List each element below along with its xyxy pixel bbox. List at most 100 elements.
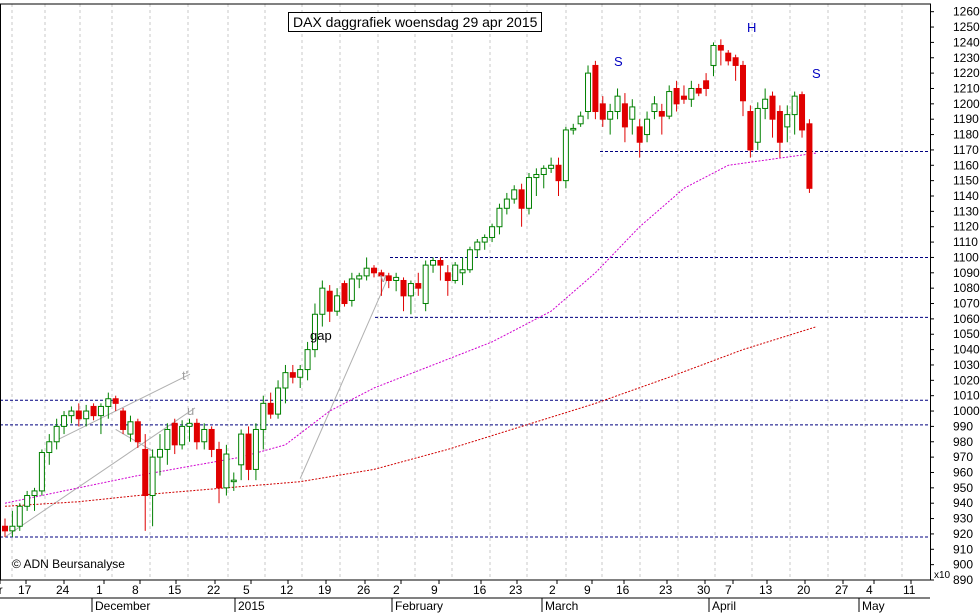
y-tick-label-13: 1020 — [953, 373, 980, 387]
candle-58 — [430, 257, 437, 273]
candle-76 — [562, 126, 569, 189]
candle-body-6 — [46, 441, 53, 454]
candle-body-34 — [252, 428, 259, 470]
candle-25 — [186, 418, 193, 442]
candle-body-42 — [311, 313, 318, 351]
candle-body-9 — [68, 410, 75, 417]
candle-37 — [275, 380, 282, 419]
y-tick-label-33: 1220 — [953, 66, 980, 80]
candle-3 — [24, 490, 31, 511]
annotation-3: v — [380, 270, 387, 285]
candle-body-11 — [83, 410, 90, 420]
candle-55 — [407, 280, 414, 315]
candle-18 — [134, 418, 141, 448]
x-day-label-8: 12 — [280, 583, 294, 597]
candle-body-56 — [415, 283, 422, 289]
y-tick-label-15: 1040 — [953, 343, 980, 357]
y-tick-label-36: 1250 — [953, 20, 980, 34]
candle-83 — [614, 88, 621, 120]
candle-body-74 — [548, 164, 555, 169]
candle-body-35 — [260, 402, 267, 430]
y-tick-label-17: 1060 — [953, 312, 980, 326]
y-tick-label-14: 1030 — [953, 358, 980, 372]
candle-body-109 — [806, 123, 813, 189]
candle-16 — [120, 407, 127, 435]
candle-94 — [695, 83, 702, 97]
candle-33 — [245, 426, 252, 481]
x-day-label-20: 7 — [725, 583, 732, 597]
candle-body-29 — [216, 448, 223, 489]
candle-body-77 — [570, 127, 577, 131]
candle-body-26 — [193, 422, 200, 443]
candle-body-49 — [363, 267, 370, 277]
candle-body-61 — [452, 264, 459, 281]
candle-103 — [762, 88, 769, 120]
y-tick-label-30: 1190 — [953, 112, 979, 126]
x-day-label-1: 17 — [18, 583, 32, 597]
candle-51 — [378, 269, 385, 296]
candle-body-105 — [776, 111, 783, 143]
candle-107 — [791, 91, 798, 135]
candle-body-44 — [326, 290, 333, 312]
candle-85 — [629, 99, 636, 135]
x-day-label-15: 2 — [549, 583, 556, 597]
candle-35 — [260, 395, 267, 450]
candle-26 — [193, 418, 200, 450]
candle-73 — [540, 165, 547, 189]
y-tick-label-23: 1120 — [953, 220, 979, 234]
candle-71 — [525, 172, 532, 215]
candle-93 — [688, 80, 695, 107]
candle-body-76 — [562, 129, 569, 182]
candle-87 — [644, 111, 651, 143]
candle-body-59 — [437, 260, 444, 266]
candle-body-3 — [24, 495, 31, 507]
candle-12 — [90, 403, 97, 421]
candle-70 — [518, 183, 525, 227]
candle-34 — [252, 423, 259, 481]
x-day-label-11: 2 — [393, 583, 400, 597]
candle-29 — [216, 441, 223, 504]
y-tick-label-9: 980 — [953, 435, 973, 449]
candle-body-53 — [393, 276, 400, 281]
y-tick-label-4: 930 — [953, 512, 973, 526]
y-tick-label-28: 1170 — [953, 143, 979, 157]
candle-78 — [577, 111, 584, 127]
x-day-label-10: 26 — [357, 583, 371, 597]
candle-40 — [297, 364, 304, 388]
candle-67 — [496, 203, 503, 235]
candle-30 — [223, 444, 230, 496]
candle-9 — [68, 406, 75, 424]
candle-52 — [385, 272, 392, 289]
y-tick-label-1: 900 — [953, 558, 973, 572]
y-tick-label-35: 1240 — [953, 35, 980, 49]
y-tick-label-5: 940 — [953, 496, 973, 510]
x-day-label-12: 9 — [431, 583, 438, 597]
candle-106 — [784, 105, 791, 143]
y-tick-label-27: 1160 — [953, 158, 979, 172]
candle-body-39 — [289, 372, 296, 378]
candle-74 — [548, 157, 555, 173]
candle-body-83 — [614, 95, 621, 113]
x-day-label-22: 20 — [797, 583, 811, 597]
candle-body-24 — [179, 425, 186, 446]
candle-body-19 — [142, 448, 149, 497]
candle-body-89 — [658, 111, 665, 117]
candle-body-43 — [319, 287, 326, 315]
y-tick-label-24: 1130 — [953, 204, 979, 218]
x-day-label-13: 16 — [473, 583, 487, 597]
candle-body-33 — [245, 433, 252, 470]
y-tick-label-29: 1180 — [953, 128, 979, 142]
y-tick-label-26: 1150 — [953, 174, 979, 188]
candle-63 — [466, 246, 473, 273]
candle-38 — [282, 364, 289, 404]
copyright-note: © ADN Beursanalyse — [12, 557, 125, 571]
candle-32 — [238, 429, 245, 481]
candle-27 — [201, 423, 208, 450]
candle-body-103 — [762, 98, 769, 109]
candle-body-91 — [673, 87, 680, 105]
candle-body-30 — [223, 453, 230, 489]
candle-body-50 — [371, 267, 377, 274]
candle-50 — [371, 265, 377, 278]
candle-80 — [592, 60, 599, 120]
